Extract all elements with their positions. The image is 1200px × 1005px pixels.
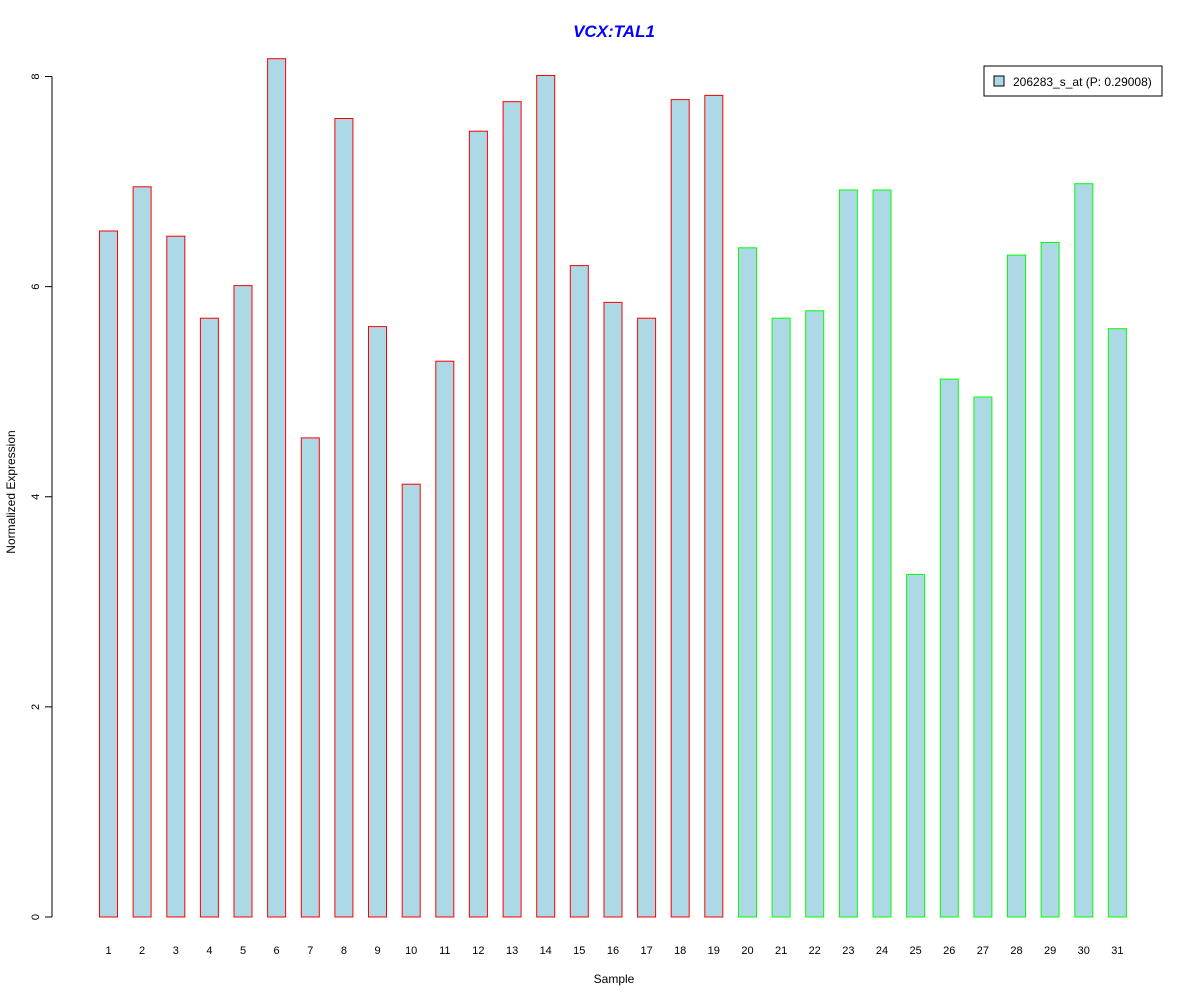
- y-tick-label: 4: [30, 494, 42, 500]
- x-tick-label: 13: [506, 945, 518, 957]
- legend-swatch: [993, 75, 1005, 87]
- legend-box: [983, 65, 1163, 97]
- bar-sample-30: [1074, 183, 1094, 918]
- bar-sample-4: [199, 317, 219, 918]
- x-tick-label: 30: [1078, 945, 1090, 957]
- x-tick-label: 1: [105, 945, 111, 957]
- x-tick-label: 9: [374, 945, 380, 957]
- x-tick-label: 14: [540, 945, 552, 957]
- x-tick-label: 24: [876, 945, 888, 957]
- bar-sample-15: [569, 265, 589, 918]
- x-tick-label: 5: [240, 945, 246, 957]
- x-tick-label: 25: [909, 945, 921, 957]
- bar-sample-22: [805, 310, 825, 918]
- chart-title: VCX:TAL1: [573, 22, 655, 41]
- bar-sample-3: [166, 235, 186, 918]
- y-tick-label: 8: [30, 73, 42, 79]
- x-tick-label: 29: [1044, 945, 1056, 957]
- bar-sample-13: [502, 101, 522, 918]
- bar-sample-12: [468, 130, 488, 918]
- legend-label: 206283_s_at (P: 0.29008): [1013, 75, 1152, 89]
- bar-sample-5: [233, 285, 253, 918]
- x-tick-label: 23: [842, 945, 854, 957]
- bar-sample-19: [704, 94, 724, 918]
- y-tick-label: 6: [30, 284, 42, 290]
- bar-sample-23: [838, 189, 858, 918]
- y-tick-label: 2: [30, 704, 42, 710]
- bar-sample-27: [973, 396, 993, 918]
- bar-sample-18: [670, 99, 690, 918]
- x-tick-labels: 1 2 3 4 5 6 7 8 9 10 11 12 13 14 15 16 17 18 19 20 21 22 23 24 2…: [105, 945, 1123, 957]
- bar-sample-26: [939, 378, 959, 918]
- bar-sample-21: [771, 317, 791, 918]
- y-axis-label: Normalized Expression: [4, 430, 18, 553]
- bars-group: [99, 58, 1127, 918]
- legend: 206283_s_at (P: 0.29008): [983, 65, 1163, 97]
- x-tick-label: 31: [1111, 945, 1123, 957]
- x-axis-label: Sample: [594, 972, 635, 986]
- bar-sample-7: [300, 437, 320, 918]
- x-tick-label: 19: [708, 945, 720, 957]
- bar-sample-20: [738, 247, 757, 918]
- x-tick-label: 2: [139, 945, 145, 957]
- bar-sample-9: [368, 326, 387, 918]
- y-tick-label: 0: [30, 914, 42, 920]
- y-axis: 0 2 4 6 8: [30, 73, 53, 920]
- bar-sample-6: [267, 58, 287, 918]
- x-tick-label: 26: [943, 945, 955, 957]
- x-tick-label: 10: [405, 945, 417, 957]
- bar-sample-1: [99, 230, 118, 918]
- bar-sample-17: [637, 317, 657, 918]
- x-tick-label: 15: [573, 945, 585, 957]
- bar-sample-14: [536, 75, 556, 918]
- bar-sample-16: [603, 301, 623, 918]
- x-tick-label: 27: [977, 945, 989, 957]
- x-tick-label: 28: [1010, 945, 1022, 957]
- bar-sample-29: [1040, 242, 1060, 918]
- x-tick-label: 21: [775, 945, 787, 957]
- x-tick-label: 18: [674, 945, 686, 957]
- bar-sample-8: [334, 118, 354, 918]
- x-tick-label: 3: [173, 945, 179, 957]
- bar-sample-2: [132, 186, 152, 918]
- bar-sample-24: [872, 189, 892, 918]
- bar-sample-25: [906, 574, 926, 918]
- bar-sample-28: [1007, 254, 1026, 918]
- bar-sample-31: [1107, 328, 1127, 918]
- x-tick-label: 16: [607, 945, 619, 957]
- x-tick-label: 6: [274, 945, 280, 957]
- x-tick-label: 12: [472, 945, 484, 957]
- x-tick-label: 4: [206, 945, 212, 957]
- x-tick-label: 22: [809, 945, 821, 957]
- x-tick-label: 20: [741, 945, 753, 957]
- bar-sample-11: [435, 360, 455, 918]
- x-tick-label: 11: [439, 945, 450, 957]
- x-tick-label: 17: [640, 945, 652, 957]
- bar-sample-10: [401, 483, 421, 918]
- x-tick-label: 8: [341, 945, 347, 957]
- x-tick-label: 7: [307, 945, 313, 957]
